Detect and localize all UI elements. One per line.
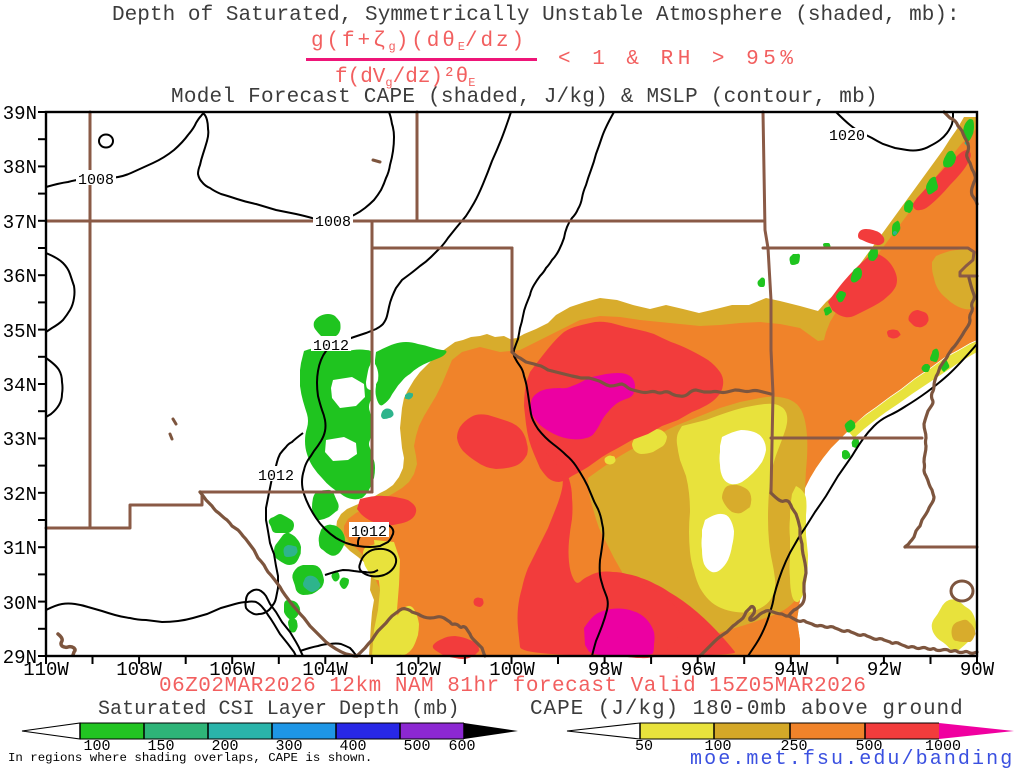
svg-text:1008: 1008 [78,172,114,189]
svg-text:1020: 1020 [829,128,865,145]
svg-text:1012: 1012 [313,338,349,355]
svg-text:1008: 1008 [315,214,351,231]
svg-text:1012: 1012 [351,524,387,541]
svg-text:1012: 1012 [258,468,294,485]
